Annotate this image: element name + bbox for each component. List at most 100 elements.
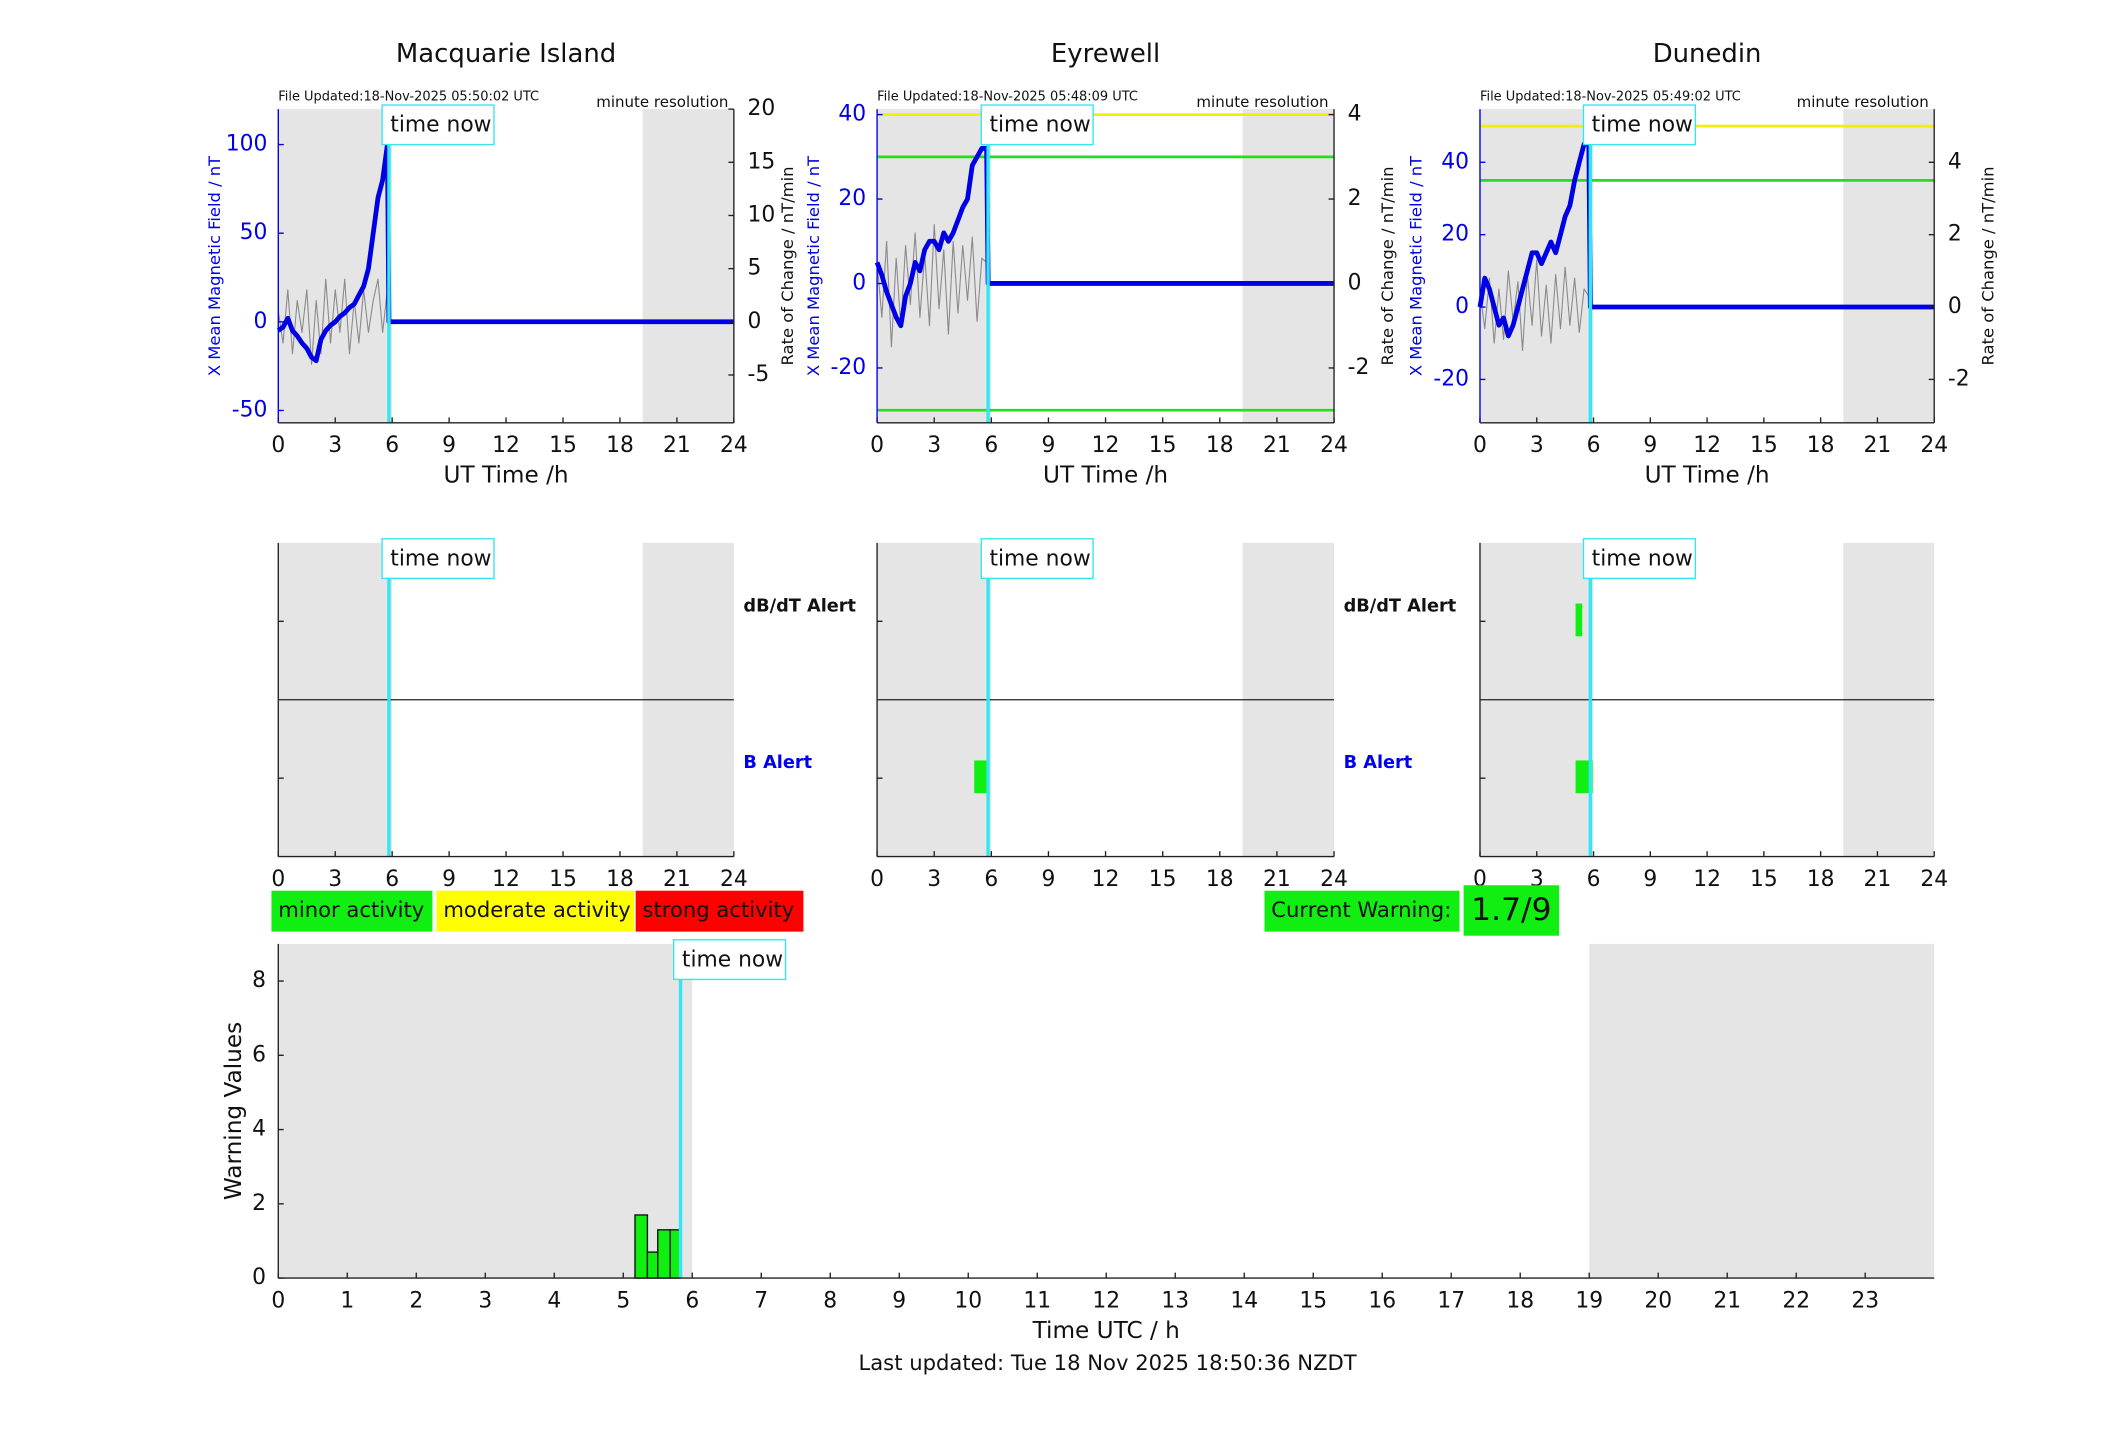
x-tick-label: 17 (1437, 1288, 1465, 1313)
y2-tick-label: 2 (1348, 186, 1362, 211)
time-now-label: time now (682, 947, 783, 972)
night-shade (1843, 109, 1935, 423)
y-axis-label: Warning Values (220, 1022, 247, 1200)
x-tick-label: 19 (1575, 1288, 1603, 1313)
y2-tick-label: 4 (1348, 102, 1362, 127)
y2-tick-label: 0 (748, 309, 762, 334)
x-tick-label: 24 (720, 867, 748, 892)
y-tick-label: 0 (253, 309, 267, 334)
y-tick-label: 6 (252, 1042, 266, 1067)
time-now-label: time now (1592, 546, 1693, 571)
x-tick-label: 6 (1587, 867, 1601, 892)
y-tick-label: 0 (1455, 294, 1469, 319)
x-tick-label: 0 (271, 1288, 285, 1313)
time-now-box (381, 104, 495, 146)
y2-tick-label: 15 (748, 149, 776, 174)
x-tick-label: 15 (1750, 867, 1778, 892)
resolution: minute resolution (1797, 93, 1929, 111)
x-tick-label: 13 (1161, 1288, 1189, 1313)
night-shade (278, 109, 393, 423)
night-shade (642, 109, 734, 423)
file-updated: File Updated:18-Nov-2025 05:49:02 UTC (1480, 89, 1741, 104)
x-tick-label: 1 (340, 1288, 354, 1313)
x-tick-label: 12 (1693, 433, 1721, 458)
y-axis-label: X Mean Magnetic Field / nT (1407, 155, 1426, 376)
field-line (1477, 141, 1935, 339)
x-tick-label: 11 (1023, 1288, 1051, 1313)
x-tick-label: 15 (1750, 433, 1778, 458)
activity-legend-box (436, 890, 635, 932)
x-tick-label: 18 (606, 433, 634, 458)
file-updated: File Updated:18-Nov-2025 05:50:02 UTC (278, 89, 539, 104)
x-tick-label: 3 (328, 867, 342, 892)
x-tick-label: 9 (1041, 867, 1055, 892)
y2-tick-label: -5 (748, 362, 770, 387)
x-tick-label: 4 (547, 1288, 561, 1313)
x-tick-label: 21 (1864, 867, 1892, 892)
x-axis-label: UT Time /h (1645, 462, 1770, 489)
x-tick-label: 8 (823, 1288, 837, 1313)
x-tick-label: 6 (984, 867, 998, 892)
activity-legend-label: moderate activity (443, 897, 630, 922)
x-tick-label: 9 (1041, 433, 1055, 458)
y-tick-label: 100 (226, 132, 268, 157)
y2-tick-label: -2 (1948, 366, 1970, 391)
x-tick-label: 18 (1506, 1288, 1534, 1313)
x-tick-label: 23 (1851, 1288, 1879, 1313)
activity-legend-box (635, 890, 804, 932)
x-tick-label: 9 (442, 867, 456, 892)
x-tick-label: 22 (1782, 1288, 1810, 1313)
current-warning-label: Current Warning: (1271, 897, 1451, 922)
x-tick-label: 9 (1643, 433, 1657, 458)
x-tick-label: 7 (754, 1288, 768, 1313)
activity-legend-label: strong activity (642, 897, 794, 922)
chart-title: Eyrewell (1051, 39, 1160, 69)
x-tick-label: 15 (549, 433, 577, 458)
y2-tick-label: 2 (1948, 222, 1962, 247)
x-tick-label: 21 (1864, 433, 1892, 458)
y-tick-label: -20 (1433, 366, 1469, 391)
x-tick-label: 6 (984, 433, 998, 458)
y-axis-label: X Mean Magnetic Field / nT (205, 155, 224, 376)
x-tick-label: 18 (1807, 867, 1835, 892)
y2-axis-label: Rate of Change / nT/min (1978, 167, 1997, 366)
x-tick-label: 21 (663, 867, 691, 892)
y2-tick-label: 4 (1948, 149, 1962, 174)
time-now-label: time now (1592, 112, 1693, 137)
y-axis-label: X Mean Magnetic Field / nT (804, 155, 823, 376)
time-now-box (980, 538, 1094, 580)
x-tick-label: 14 (1230, 1288, 1258, 1313)
current-warning-box (1264, 890, 1460, 932)
x-tick-label: 12 (1092, 867, 1120, 892)
x-tick-label: 21 (1713, 1288, 1741, 1313)
y-tick-label: -20 (831, 355, 867, 380)
x-tick-label: 5 (616, 1288, 630, 1313)
x-tick-label: 12 (492, 867, 520, 892)
rate-line (876, 223, 989, 348)
time-now-box (381, 538, 495, 580)
x-tick-label: 16 (1368, 1288, 1396, 1313)
x-tick-label: 10 (954, 1288, 982, 1313)
x-tick-label: 2 (409, 1288, 423, 1313)
x-tick-label: 18 (606, 867, 634, 892)
time-now-box (1582, 538, 1697, 580)
x-tick-label: 20 (1644, 1288, 1672, 1313)
time-now-label: time now (390, 546, 491, 571)
rate-line (1479, 259, 1591, 351)
x-tick-label: 12 (1693, 867, 1721, 892)
x-tick-label: 9 (1643, 867, 1657, 892)
file-updated: File Updated:18-Nov-2025 05:48:09 UTC (877, 89, 1138, 104)
activity-legend-label: minor activity (278, 897, 424, 922)
x-tick-label: 21 (663, 433, 691, 458)
row-label: dB/dT Alert (1344, 596, 1457, 616)
field-line (874, 146, 1335, 329)
night-shade (1589, 943, 1935, 1279)
field-line (276, 142, 734, 364)
x-tick-label: 12 (1092, 433, 1120, 458)
x-axis-label: UT Time /h (444, 462, 569, 489)
x-tick-label: 3 (478, 1288, 492, 1313)
x-tick-label: 15 (1299, 1288, 1327, 1313)
y-tick-label: 2 (252, 1191, 266, 1216)
x-tick-label: 0 (870, 433, 884, 458)
